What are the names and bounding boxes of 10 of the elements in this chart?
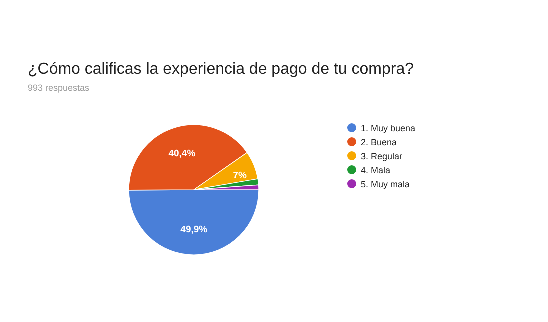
legend-label: 1. Muy buena xyxy=(361,124,416,134)
legend-label: 2. Buena xyxy=(361,138,398,148)
legend-label: 4. Mala xyxy=(361,166,391,176)
data-label: 7% xyxy=(233,170,248,182)
data-label: 49,9% xyxy=(180,224,208,236)
data-label: 40,4% xyxy=(168,148,196,160)
legend-label: 5. Muy mala xyxy=(361,180,410,190)
chart-subtitle: 993 respuestas xyxy=(28,83,90,93)
legend-label: 3. Regular xyxy=(361,152,403,162)
chart-title: ¿Cómo calificas la experiencia de pago de tu compra? xyxy=(28,61,414,78)
